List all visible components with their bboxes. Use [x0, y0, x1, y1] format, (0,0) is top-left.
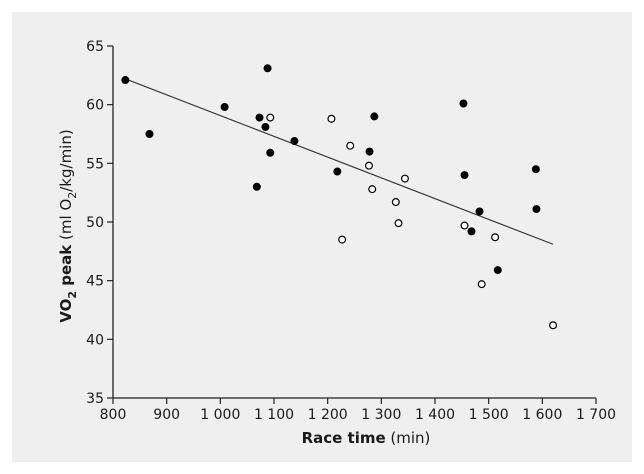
data-point-open [391, 198, 400, 207]
x-axis-label-main: Race time [302, 429, 386, 447]
x-axis-label: Race time (min) [302, 429, 431, 447]
x-tick-label: 1 200 [308, 407, 348, 423]
trendline [125, 78, 554, 245]
data-point-filled [460, 171, 469, 180]
x-tick-label: 1 400 [415, 407, 455, 423]
y-axis-label-unit-b: /kg/min) [57, 129, 75, 191]
data-point-filled [145, 129, 154, 138]
data-point-filled [252, 182, 261, 191]
y-tick-label: 35 [86, 391, 104, 407]
y-axis-label-unit-sub: 2 [66, 192, 79, 199]
data-point-open [477, 280, 486, 289]
x-tick-label: 1 100 [254, 407, 294, 423]
y-axis-label-vo: VO [57, 299, 75, 323]
data-point-filled [370, 112, 379, 121]
y-tick-label: 45 [86, 274, 104, 290]
x-axis-label-unit: (min) [390, 429, 430, 447]
y-tick-label: 55 [86, 156, 104, 172]
data-point-filled [261, 122, 270, 131]
data-point-filled [263, 64, 272, 73]
y-axis-label-sub: 2 [66, 291, 79, 299]
data-point-filled [255, 113, 264, 122]
trendline-group [125, 78, 554, 245]
data-point-filled [220, 103, 229, 112]
y-axis-label-unit-a: (ml O [57, 199, 75, 245]
x-tick-label: 800 [100, 407, 127, 423]
data-point-open [266, 113, 275, 122]
data-point-filled [532, 205, 541, 214]
data-point-filled [290, 137, 299, 146]
chart-panel [12, 12, 632, 462]
data-point-filled [531, 165, 540, 174]
data-point-open [346, 141, 355, 150]
data-point-open [364, 161, 373, 170]
y-axis-label: VO2 peak (ml O2/kg/min) [57, 129, 79, 322]
x-tick-label: 1 500 [469, 407, 509, 423]
data-point-open [368, 185, 377, 194]
axis-labels-group: Race time (min) VO2 peak (ml O2/kg/min) [57, 129, 430, 447]
y-tick-label: 40 [86, 332, 104, 348]
data-point-open [327, 114, 336, 123]
data-point-open [460, 221, 469, 230]
x-tick-label: 1 700 [576, 407, 616, 423]
y-tick-label: 60 [86, 98, 104, 114]
data-point-filled [365, 147, 374, 156]
y-tick-label: 50 [86, 215, 104, 231]
data-point-filled [266, 148, 275, 157]
y-axis-label-peak: peak [57, 244, 75, 291]
data-point-filled [459, 99, 468, 108]
data-point-open [491, 233, 500, 242]
y-tick-label: 65 [86, 39, 104, 55]
data-point-filled [475, 207, 484, 216]
data-point-open [394, 219, 403, 228]
data-point-filled [333, 167, 342, 176]
data-point-open [400, 174, 409, 183]
x-tick-label: 1 300 [361, 407, 401, 423]
x-tick-label: 900 [153, 407, 180, 423]
axes: 35 40 45 50 55 60 65 800 900 1 000 1 100 1 200 1 300… [86, 39, 616, 423]
data-point-open [549, 321, 558, 330]
x-tick-label: 1 000 [200, 407, 240, 423]
x-tick-label: 1 600 [522, 407, 562, 423]
data-point-filled [467, 227, 476, 236]
data-point-filled [493, 266, 502, 275]
points-group [121, 64, 558, 330]
data-point-open [338, 235, 347, 244]
data-point-filled [121, 76, 130, 85]
